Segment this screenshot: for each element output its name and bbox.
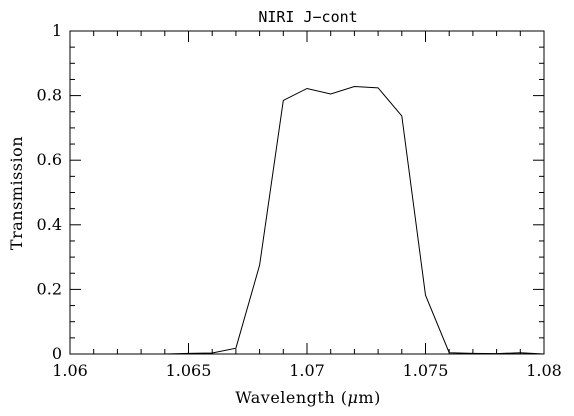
axis-ticks bbox=[69, 30, 545, 355]
y-tick-label: 0.2 bbox=[37, 279, 62, 298]
y-tick-label: 0.8 bbox=[37, 86, 62, 105]
y-tick-label: 0.6 bbox=[37, 150, 62, 169]
x-tick-label: 1.06 bbox=[52, 361, 88, 380]
x-axis-title-prefix: Wavelength ( bbox=[235, 388, 347, 407]
y-tick-label: 1 bbox=[52, 21, 62, 40]
plot-frame bbox=[69, 30, 545, 355]
y-tick-label: 0 bbox=[52, 344, 62, 363]
chart-title: NIRI J−cont bbox=[258, 8, 357, 26]
tick-labels: 1.06 1.065 1.07 1.075 1.08 0 0.2 0.4 0.6 0.8 1 bbox=[37, 21, 562, 380]
x-tick-label: 1.07 bbox=[289, 361, 325, 380]
x-axis-title-suffix: m) bbox=[358, 388, 380, 407]
x-axis-title-symbol: μ bbox=[347, 388, 358, 407]
y-tick-label: 0.4 bbox=[37, 215, 62, 234]
x-tick-label: 1.075 bbox=[403, 361, 449, 380]
x-tick-label: 1.065 bbox=[166, 361, 212, 380]
x-axis-title: Wavelength (μm) bbox=[235, 388, 381, 407]
y-axis-title: Transmission bbox=[7, 136, 26, 250]
x-tick-label: 1.08 bbox=[526, 361, 562, 380]
transmission-curve bbox=[70, 86, 545, 355]
